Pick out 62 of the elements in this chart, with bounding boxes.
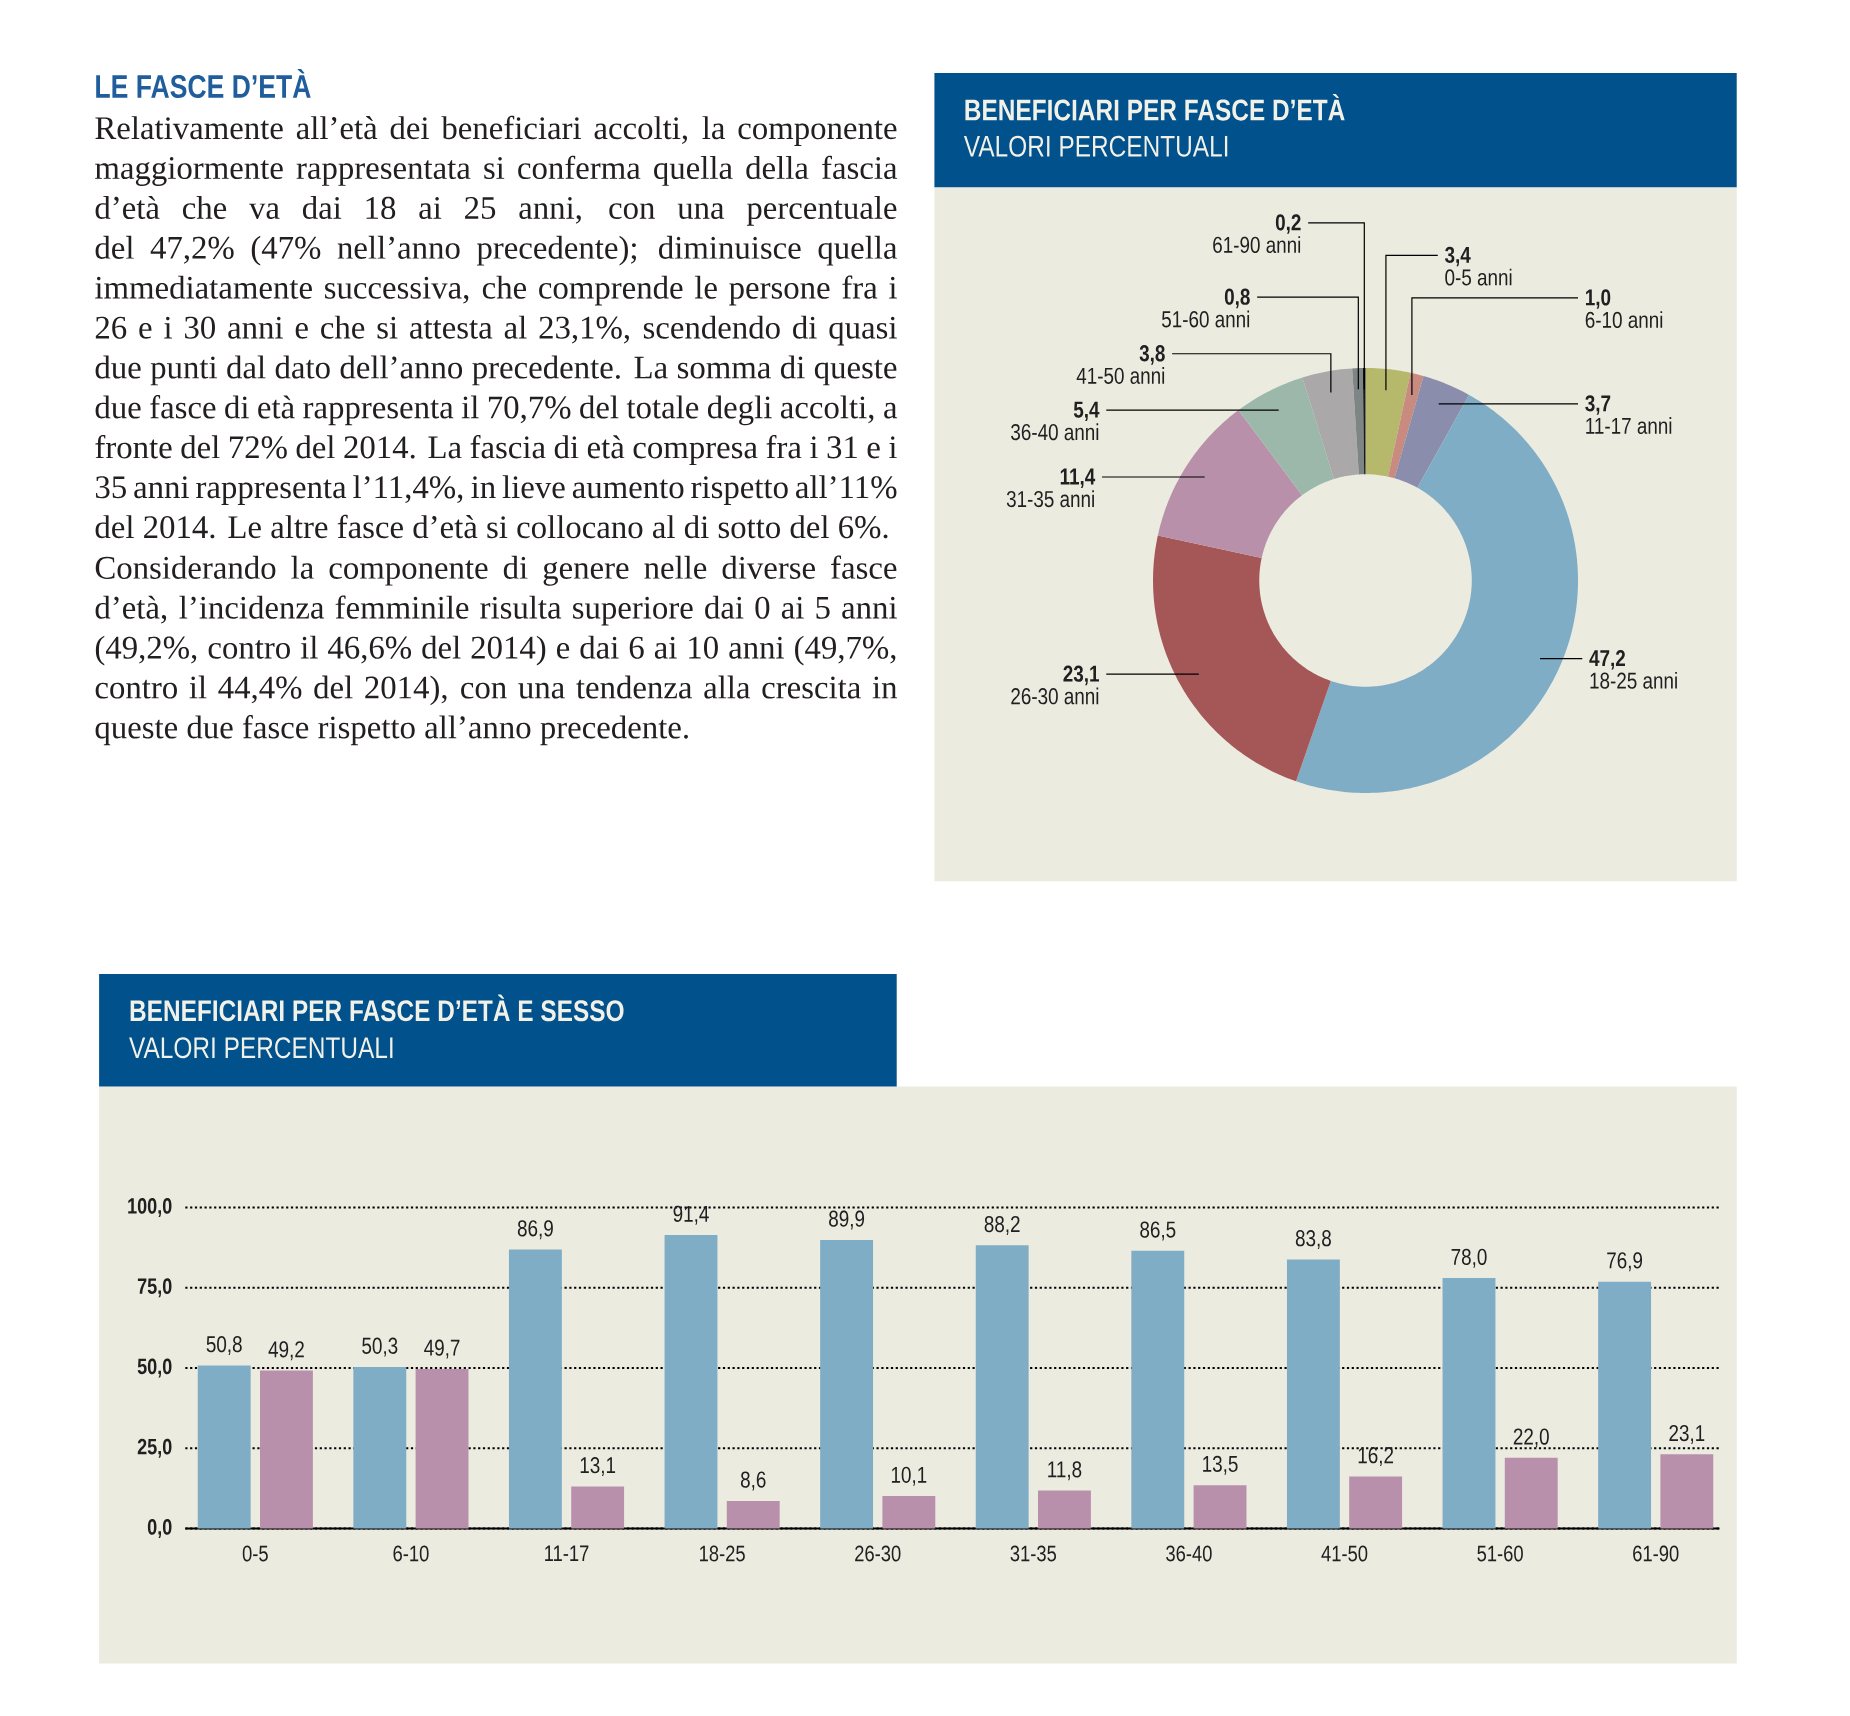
data-label: 86,9 — [517, 1220, 553, 1240]
slice-label: 51-60 anni — [1161, 310, 1250, 328]
x-tick-label: 26-30 — [855, 1545, 901, 1562]
slice-label: 41-50 anni — [1076, 367, 1165, 384]
data-label: 49,7 — [424, 1339, 460, 1359]
chart-title: BENEFICIARI PER FASCE D’ETÀ — [965, 93, 1345, 121]
slice-label: 11-17 anni — [1586, 417, 1672, 434]
data-label: 10,1 — [891, 1466, 927, 1486]
x-tick-label: 61-90 — [1633, 1545, 1679, 1562]
data-label: 11,4 — [1060, 468, 1096, 488]
slice-label: 26-30 anni — [1011, 687, 1099, 705]
data-label: 13,1 — [580, 1457, 616, 1477]
data-label: 0,8 — [1224, 288, 1250, 309]
x-tick-label: 36-40 — [1166, 1545, 1212, 1562]
y-tick-label: 25,0 — [137, 1438, 172, 1458]
data-label: 16,2 — [1358, 1447, 1394, 1467]
slice-label: 18-25 anni — [1590, 671, 1677, 689]
y-tick-label: 75,0 — [137, 1278, 172, 1298]
data-label: 78,0 — [1451, 1248, 1487, 1268]
data-label: 50,8 — [206, 1336, 242, 1356]
chart-title: BENEFICIARI PER FASCE D’ETÀ E SESSO — [130, 994, 624, 1022]
y-tick-label: 0,0 — [147, 1519, 172, 1538]
x-tick-label: 51-60 — [1477, 1545, 1523, 1562]
y-tick-label: 100,0 — [128, 1198, 172, 1217]
text: LE FASCE D’ETÀ — [96, 68, 311, 98]
data-label: 76,9 — [1607, 1252, 1643, 1272]
data-label: 3,4 — [1444, 246, 1471, 267]
data-label: 5,4 — [1073, 401, 1100, 422]
data-label: 88,2 — [984, 1215, 1020, 1235]
data-label: 13,5 — [1203, 1455, 1238, 1475]
chart-subtitle: VALORI PERCENTUALI — [129, 1037, 393, 1059]
text: Relativamente all’età dei beneficiari accolti, la componente maggiormente rappresentata si conferma quella della fascia d’età che va dai 18 ai 25 anni, con una percentuale del 47,2% (47% nell’anno precedente); diminuisce quella immediatamente successiva, che comprende le persone fra i 26 e i 30 anni e che si attesta al 23,1%, scendendo di quasi due punti dal dato dell’anno precedente. La somma di queste due fasce di età rappresenta il 70,7% del totale degli accolti, a fronte del 72% del 2014. La fascia di età compresa fra i 31 e i 35 anni rappresenta l’11,4%, in lieve aumento rispetto all’11% del 2014. Le altre fasce d’età si collocano al di sotto del 6%. — [95, 115, 898, 539]
data-label: 0,2 — [1275, 214, 1301, 234]
data-label: 23,1 — [1669, 1424, 1705, 1444]
data-label: 3,7 — [1585, 395, 1611, 415]
data-label: 3,8 — [1139, 345, 1165, 365]
chart-subtitle: VALORI PERCENTUALI — [963, 135, 1228, 157]
data-label: 86,5 — [1140, 1221, 1176, 1241]
data-label: 1,0 — [1585, 289, 1611, 309]
data-label: 91,4 — [673, 1205, 709, 1225]
data-label: 47,2 — [1589, 650, 1625, 670]
slice-label: 6-10 anni — [1585, 311, 1663, 329]
data-label: 83,8 — [1295, 1230, 1331, 1250]
data-label: 50,3 — [362, 1337, 398, 1357]
x-tick-label: 11-17 — [545, 1545, 589, 1561]
data-label: 22,0 — [1513, 1428, 1549, 1448]
slice-label: 61-90 anni — [1213, 236, 1301, 254]
x-tick-label: 31-35 — [1010, 1545, 1057, 1562]
text: Considerando la componente di genere nelle diverse fasce d’età, l’incidenza femminile risulta superiore dai 0 ai 5 anni (49,2%, contro il 46,6% del 2014) e dai 6 ai 10 anni (49,7%, contro il 44,4% del 2014), con una tendenza alla crescita in queste due fasce rispetto all’anno precedente. — [95, 555, 898, 746]
data-label: 8,6 — [740, 1471, 766, 1491]
slice-label: 36-40 anni — [1011, 423, 1099, 441]
data-label: 89,9 — [829, 1210, 865, 1230]
x-tick-label: 0-5 — [242, 1545, 268, 1562]
x-tick-label: 41-50 — [1321, 1545, 1368, 1562]
data-label: 49,2 — [268, 1341, 304, 1361]
data-label: 11,8 — [1048, 1461, 1082, 1481]
y-tick-label: 50,0 — [137, 1358, 172, 1378]
slice-label: 0-5 anni — [1445, 268, 1512, 286]
data-label: 23,1 — [1063, 665, 1099, 686]
x-tick-label: 18-25 — [700, 1545, 745, 1562]
slice-label: 31-35 anni — [1006, 490, 1094, 508]
x-tick-label: 6-10 — [393, 1545, 429, 1562]
